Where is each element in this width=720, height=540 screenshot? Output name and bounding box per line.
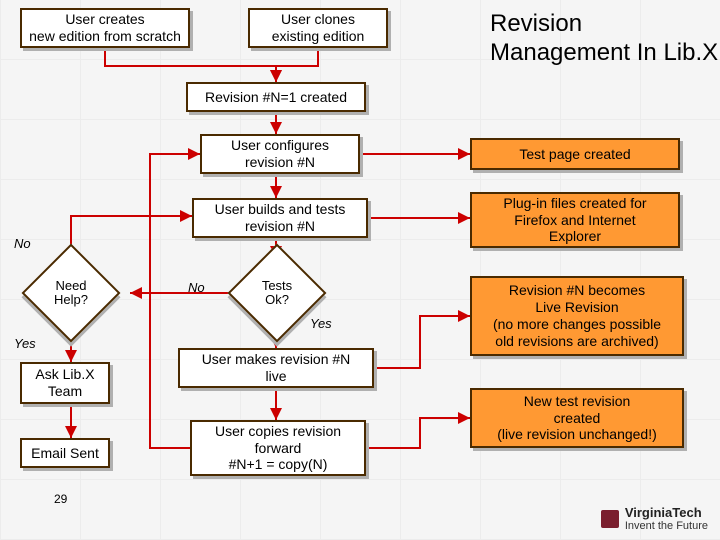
node-label: Revision #N=1 created — [205, 89, 347, 106]
node-ask-libx: Ask Lib.X Team — [20, 362, 110, 404]
decision-label: Tests Ok? — [242, 258, 312, 328]
node-testpage: Test page created — [470, 138, 680, 170]
node-user-creates: User creates new edition from scratch — [20, 8, 190, 48]
node-revision-created: Revision #N=1 created — [186, 82, 366, 112]
node-label: User clones existing edition — [272, 11, 365, 45]
edge-label-no: No — [14, 236, 31, 251]
node-label: User copies revision forward #N+1 = copy… — [215, 423, 341, 473]
vt-text: VirginiaTech Invent the Future — [625, 506, 708, 532]
node-label: Plug-in files created for Firefox and In… — [503, 195, 646, 245]
node-label: Test page created — [519, 146, 630, 163]
node-label: User creates new edition from scratch — [29, 11, 181, 45]
vt-brand: VirginiaTech — [625, 506, 708, 520]
node-user-clones: User clones existing edition — [248, 8, 388, 48]
node-label: Revision #N becomes Live Revision (no mo… — [493, 282, 661, 349]
node-email-sent: Email Sent — [20, 438, 110, 468]
edge-label-yes: Yes — [14, 336, 36, 351]
vt-tagline: Invent the Future — [625, 520, 708, 532]
node-label: Ask Lib.X Team — [35, 366, 94, 400]
vt-mark-icon — [601, 510, 619, 528]
node-copy-forward: User copies revision forward #N+1 = copy… — [190, 420, 366, 476]
node-label: User builds and tests revision #N — [215, 201, 346, 235]
node-user-configures: User configures revision #N — [200, 134, 360, 174]
node-label: User makes revision #N live — [202, 351, 351, 385]
node-make-live: User makes revision #N live — [178, 348, 374, 388]
node-plugin: Plug-in files created for Firefox and In… — [470, 192, 680, 248]
virginia-tech-logo: VirginiaTech Invent the Future — [601, 506, 708, 532]
page-number: 29 — [54, 492, 67, 506]
node-user-builds: User builds and tests revision #N — [192, 198, 368, 238]
edge-label-no: No — [188, 280, 205, 295]
edge-label-yes: Yes — [310, 316, 332, 331]
decision-tests-ok: Tests Ok? — [242, 258, 312, 328]
node-new-test: New test revision created (live revision… — [470, 388, 684, 448]
node-label: New test revision created (live revision… — [497, 393, 657, 443]
node-label: Email Sent — [31, 445, 99, 462]
decision-label: Need Help? — [36, 258, 106, 328]
decision-need-help: Need Help? — [36, 258, 106, 328]
node-becomes-live: Revision #N becomes Live Revision (no mo… — [470, 276, 684, 356]
node-label: User configures revision #N — [231, 137, 329, 171]
page-title: Revision Management In Lib.X — [490, 10, 720, 68]
